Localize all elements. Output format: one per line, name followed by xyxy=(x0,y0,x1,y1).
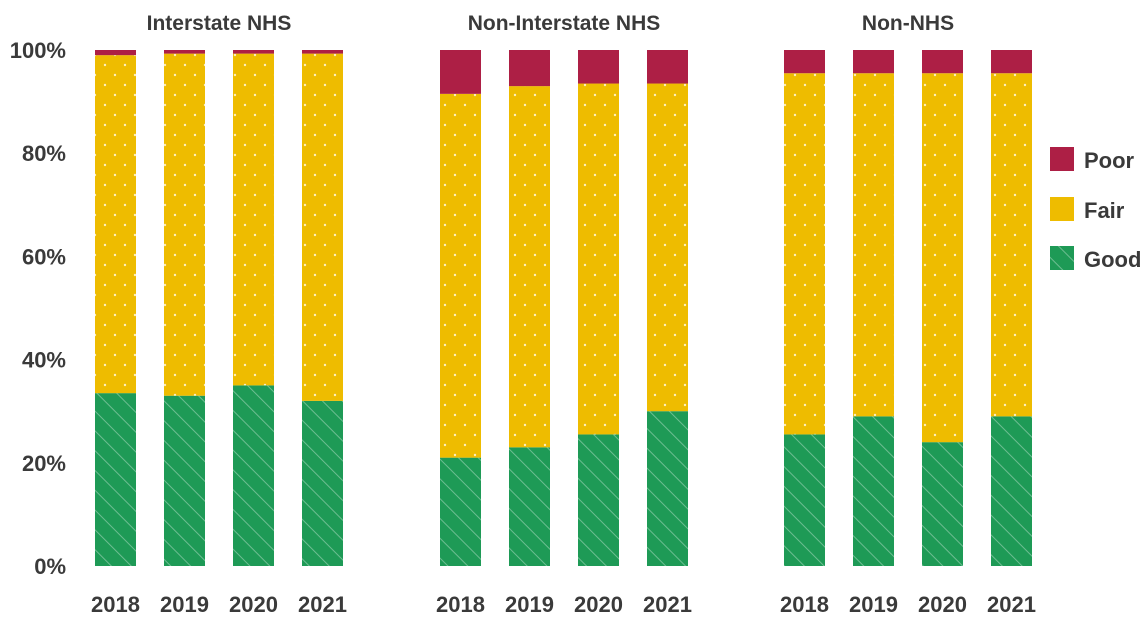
y-tick-label: 20% xyxy=(22,451,66,476)
legend-swatch-good-hatch xyxy=(1050,246,1074,270)
bar-segment-poor xyxy=(647,50,688,84)
x-tick-label: 2018 xyxy=(91,592,140,617)
panel: Interstate NHS 2018 2019 2020 2021 xyxy=(91,12,347,617)
bar-segment-poor xyxy=(853,50,894,74)
bar-segment-good-hatch xyxy=(578,434,619,566)
bar-segment-good-hatch xyxy=(440,457,481,566)
bar-segment-fair-dots xyxy=(302,53,343,401)
x-tick-label: 2021 xyxy=(987,592,1036,617)
bar-segment-good-hatch xyxy=(233,385,274,566)
bar-segment-good-hatch xyxy=(95,393,136,566)
y-tick-label: 100% xyxy=(10,38,66,63)
bar-segment-fair-dots xyxy=(647,83,688,412)
legend-label-fair: Fair xyxy=(1084,198,1125,223)
x-tick-label: 2020 xyxy=(229,592,278,617)
bar-segment-good-hatch xyxy=(922,442,963,566)
x-tick-label: 2020 xyxy=(574,592,623,617)
x-tick-label: 2019 xyxy=(849,592,898,617)
bar-segment-fair-dots xyxy=(991,73,1032,417)
bar-segment-fair-dots xyxy=(578,83,619,435)
bar-segment-fair-dots xyxy=(164,53,205,396)
legend-label-poor: Poor xyxy=(1084,148,1135,173)
bar-segment-poor xyxy=(440,50,481,94)
panel: Non-NHS 2018 2019 2020 2021 xyxy=(780,12,1036,617)
bar-segment-good-hatch xyxy=(302,400,343,566)
bar-segment-good-hatch xyxy=(853,416,894,566)
panel-title: Non-NHS xyxy=(862,12,954,35)
bar-segment-poor xyxy=(784,50,825,74)
y-axis: 0% 20% 40% 60% 80% 100% xyxy=(10,38,66,579)
x-tick-label: 2018 xyxy=(780,592,829,617)
bar-segment-good-hatch xyxy=(509,447,550,566)
x-tick-label: 2018 xyxy=(436,592,485,617)
bar-segment-poor xyxy=(95,50,136,56)
x-tick-label: 2020 xyxy=(918,592,967,617)
bar-segment-fair-dots xyxy=(853,73,894,417)
bar-segment-poor xyxy=(578,50,619,84)
bar-segment-good-hatch xyxy=(784,434,825,566)
bar-segment-good-hatch xyxy=(647,411,688,566)
bar-segment-fair-dots xyxy=(233,53,274,386)
legend-swatch-fair xyxy=(1050,197,1074,221)
legend-swatch-poor xyxy=(1050,147,1074,171)
x-tick-label: 2021 xyxy=(643,592,692,617)
bar-segment-poor xyxy=(233,50,274,54)
bar-segment-poor xyxy=(509,50,550,87)
bar-segment-fair-dots xyxy=(95,55,136,394)
bar-segment-good-hatch xyxy=(164,395,205,566)
panel-title: Non-Interstate NHS xyxy=(468,12,661,35)
y-tick-label: 80% xyxy=(22,141,66,166)
legend-label-good: Good xyxy=(1084,247,1141,272)
bar-segment-poor xyxy=(922,50,963,74)
bar-segment-poor xyxy=(302,50,343,54)
panel: Non-Interstate NHS 2018 2019 2020 2021 xyxy=(436,12,692,617)
bar-segment-poor xyxy=(164,50,205,54)
x-tick-label: 2021 xyxy=(298,592,347,617)
x-tick-label: 2019 xyxy=(505,592,554,617)
y-tick-label: 0% xyxy=(34,554,66,579)
bar-segment-fair-dots xyxy=(784,73,825,435)
bar-segment-poor xyxy=(991,50,1032,74)
bar-segment-fair-dots xyxy=(509,86,550,448)
bar-segment-fair-dots xyxy=(440,93,481,458)
panel-title: Interstate NHS xyxy=(147,12,292,35)
y-tick-label: 40% xyxy=(22,348,66,373)
legend: Poor Fair Good xyxy=(1050,147,1141,272)
bar-segment-good-hatch xyxy=(991,416,1032,566)
bar-segment-fair-dots xyxy=(922,73,963,443)
x-tick-label: 2019 xyxy=(160,592,209,617)
y-tick-label: 60% xyxy=(22,244,66,269)
